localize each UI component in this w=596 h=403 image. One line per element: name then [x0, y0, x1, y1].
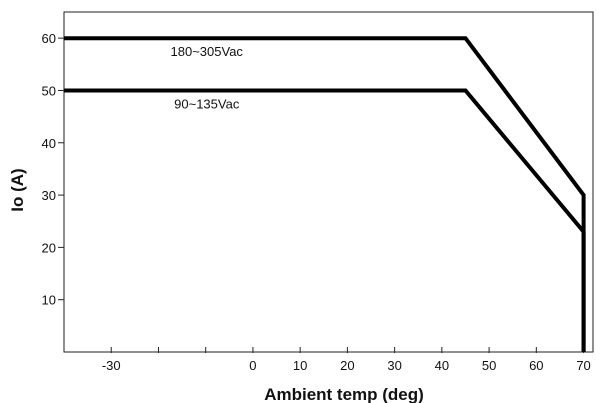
- x-tick-label: 30: [387, 358, 401, 373]
- series-labels: 180~305Vac 90~135Vac: [171, 44, 244, 111]
- x-tick-label: 40: [435, 358, 449, 373]
- x-tick-label: 60: [529, 358, 543, 373]
- plot-border: [63, 11, 594, 353]
- x-axis-title: Ambient temp (deg): [264, 385, 424, 403]
- y-tick-label: 50: [42, 83, 56, 98]
- y-tick-label: 40: [42, 136, 56, 151]
- series-label-1: 180~305Vac: [171, 44, 244, 59]
- y-axis: 10 20 30 40 50 60: [42, 31, 64, 308]
- y-tick-label: 30: [42, 188, 56, 203]
- x-tick-label: 70: [576, 358, 590, 373]
- x-tick-label: 0: [249, 358, 256, 373]
- series-label-2: 90~135Vac: [174, 96, 240, 111]
- x-tick-label: 50: [482, 358, 496, 373]
- x-axis: -30 0 10 20 30 40 50 60 70: [102, 347, 591, 373]
- plot-frame: [63, 11, 594, 353]
- series-line-1: [64, 36, 586, 352]
- y-tick-label: 20: [42, 240, 56, 255]
- y-tick-label: 60: [42, 31, 56, 46]
- series-lines: [64, 36, 586, 352]
- y-tick-label: 10: [42, 293, 56, 308]
- x-tick-label: 20: [340, 358, 354, 373]
- series-line-2: [64, 88, 586, 352]
- y-axis-title: Io (A): [8, 168, 27, 211]
- x-tick-label: 10: [293, 358, 307, 373]
- x-tick-label: -30: [102, 358, 121, 373]
